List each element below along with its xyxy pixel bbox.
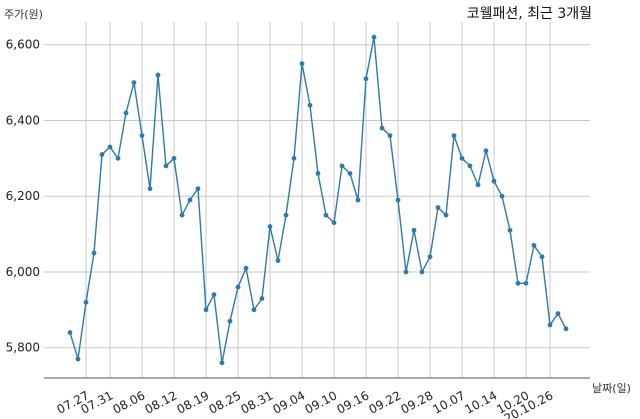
x-tick-labels: 07.2707.3108.0608.1208.1908.2508.3109.04… [54,388,555,419]
data-point [67,330,73,335]
data-point [371,34,377,40]
data-point [475,182,481,188]
data-point [251,307,257,313]
data-point [395,197,401,203]
data-point [91,250,97,256]
data-point [515,280,521,286]
data-point [531,243,537,248]
data-point [83,299,89,305]
data-point [123,110,129,116]
data-point [547,322,553,328]
data-point [267,224,273,229]
x-tick-label: 09.16 [334,388,371,416]
series-markers [67,34,569,366]
data-point [235,284,241,290]
x-tick-label: 10.07 [430,388,467,416]
data-point [187,197,193,203]
x-tick-label: 09.28 [398,388,435,416]
x-tick-label: 09.10 [302,388,339,416]
data-point [307,102,313,108]
x-tick-label: 08.19 [174,388,211,416]
data-point [451,133,457,139]
data-point [323,212,329,218]
data-point [331,220,337,226]
x-tick-label: 10.14 [462,388,499,416]
data-point [483,148,489,154]
data-point [315,171,321,176]
data-point [219,360,225,366]
data-point [291,155,297,161]
data-point [275,258,281,263]
data-point [403,269,409,275]
data-point [411,227,417,233]
data-point [523,280,529,286]
data-point [283,212,289,218]
data-point [459,155,465,161]
data-point [211,292,217,298]
x-tick-label: 08.06 [110,388,147,416]
x-tick-label: 08.31 [238,388,275,416]
data-point [563,326,569,332]
data-point [107,144,113,150]
data-point [243,265,249,271]
data-point [491,178,497,184]
data-point [131,80,137,85]
y-tick-label: 6,200 [6,189,40,203]
data-point [427,254,433,260]
data-point [227,318,233,324]
data-point [507,227,513,233]
data-point [379,125,385,131]
x-tick-label: 09.22 [366,388,403,416]
data-point [347,171,353,176]
x-tick-label: 09.04 [270,388,307,416]
data-point [115,155,121,161]
data-point [203,307,209,313]
data-point [363,76,369,82]
y-tick-label: 6,000 [6,265,40,279]
data-point [195,186,201,192]
chart-title: 코웰패션, 최근 3개월 [467,6,592,22]
data-point [299,61,305,67]
data-point [163,163,169,169]
data-point [259,296,265,301]
data-point [339,163,345,169]
y-tick-label: 6,400 [6,113,40,127]
data-point [75,356,81,362]
data-point [139,133,145,139]
data-point [179,212,185,218]
y-axis-label: 주가(원) [4,8,43,21]
data-point [435,205,441,210]
data-point [147,186,153,192]
series-line [69,37,567,363]
y-gridlines [44,44,590,349]
data-point [99,152,105,157]
x-gridlines [85,22,551,378]
data-point [467,163,473,169]
data-point [355,197,361,203]
x-tick-label: 08.12 [142,388,179,416]
data-point [539,254,545,260]
x-axis-label: 날짜(일) [592,381,631,395]
x-tick-label: 08.25 [206,388,243,416]
data-point [419,269,425,275]
y-tick-labels: 5,800 6,000 6,200 6,400 6,600 [6,38,40,355]
data-point [387,133,393,139]
data-point [171,155,177,161]
y-tick-label: 6,600 [6,38,40,52]
data-point [555,311,561,317]
data-point [155,72,161,78]
y-tick-label: 5,800 [6,341,40,355]
data-point [499,193,505,199]
data-point [443,212,449,218]
